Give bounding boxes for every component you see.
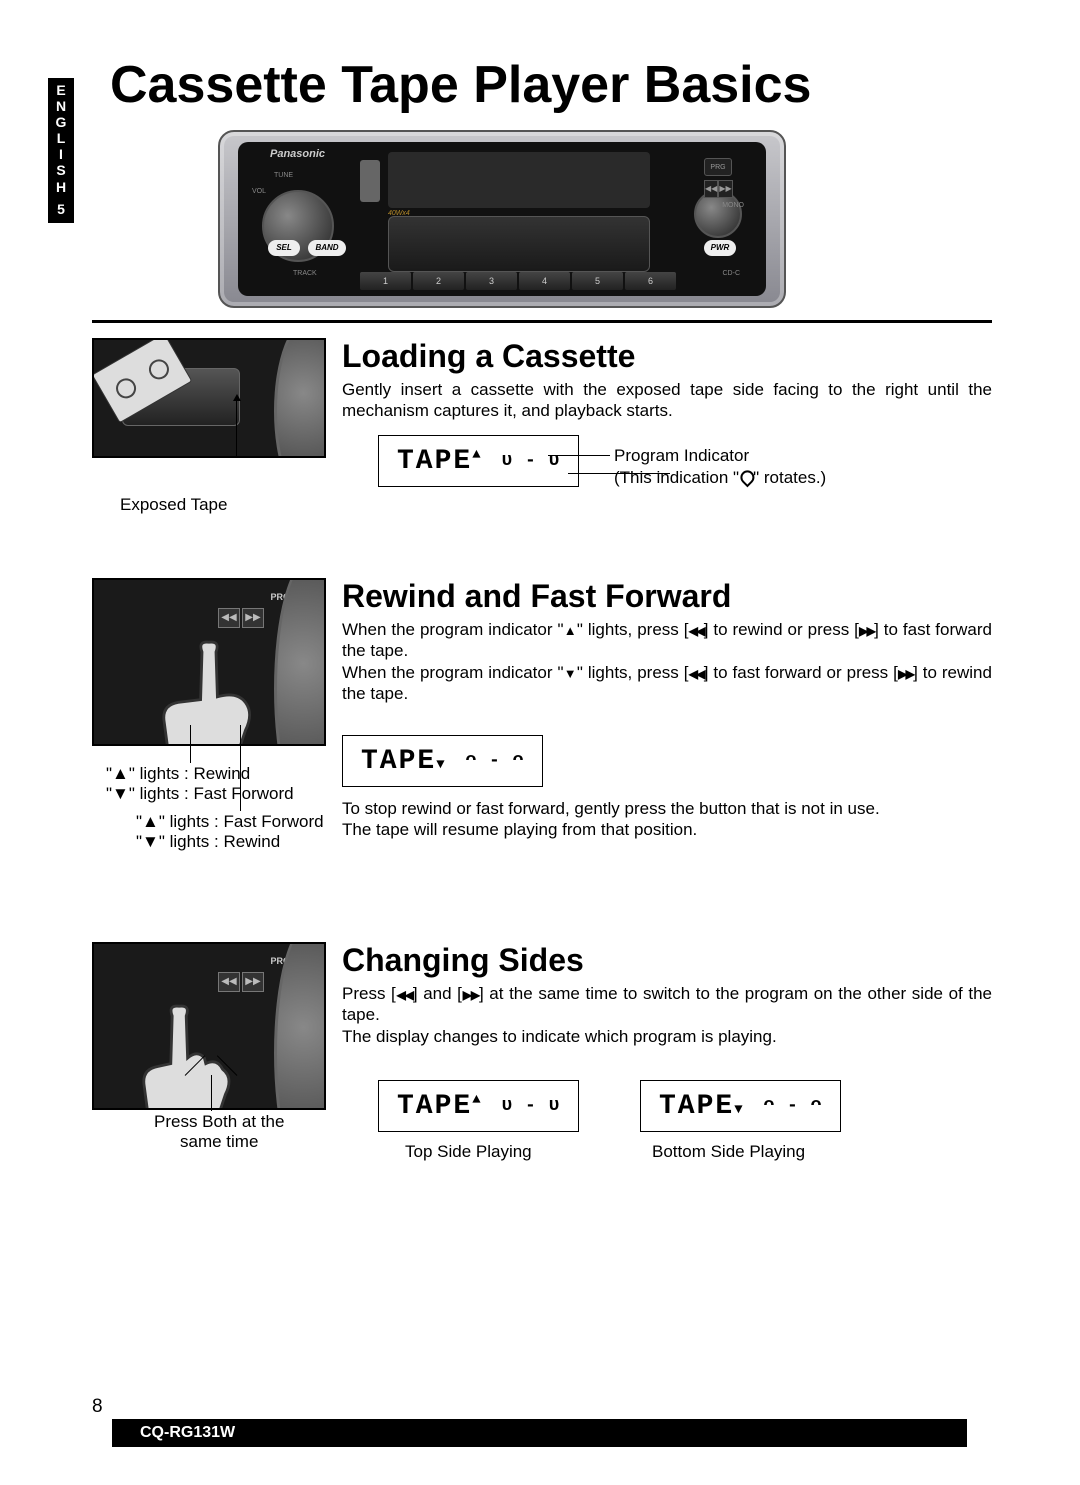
display-screen bbox=[388, 152, 650, 208]
loading-closeup bbox=[92, 338, 326, 458]
hand-icon bbox=[134, 638, 284, 746]
band-button: BAND bbox=[308, 240, 346, 256]
forward-icon: ▶▶ bbox=[718, 180, 732, 198]
pointer-lines bbox=[185, 1075, 237, 1113]
loading-display: TAPE▲ ᴜ - ᴜ bbox=[378, 435, 579, 487]
cdc-label: CD-C bbox=[723, 270, 741, 277]
eject-button-icon bbox=[360, 160, 380, 202]
top-side-caption: Top Side Playing bbox=[405, 1142, 532, 1162]
pointer-line bbox=[236, 400, 237, 458]
forward-icon: ▶▶ bbox=[242, 608, 264, 628]
loading-body: Gently insert a cassette with the expose… bbox=[342, 379, 992, 422]
leader-line bbox=[548, 455, 610, 456]
rewind-body: When the program indicator "" lights, pr… bbox=[342, 619, 992, 704]
page-title: Cassette Tape Player Basics bbox=[110, 55, 811, 115]
footer-bar: CQ-RG131W bbox=[112, 1419, 967, 1447]
bottom-side-display: TAPE▼ ᴖ - ᴖ bbox=[640, 1080, 841, 1132]
prg-button: PRG bbox=[704, 158, 732, 176]
mono-label: MONO bbox=[722, 202, 744, 209]
exposed-tape-caption: Exposed Tape bbox=[120, 495, 227, 515]
cassette-slot bbox=[388, 216, 650, 272]
tab-page-index: 5 bbox=[48, 201, 74, 217]
rewind-title: Rewind and Fast Forward bbox=[342, 578, 992, 615]
top-side-display: TAPE▲ ᴜ - ᴜ bbox=[378, 1080, 579, 1132]
pwr-button: PWR bbox=[704, 240, 736, 256]
footer-model: CQ-RG131W bbox=[140, 1424, 235, 1442]
bottom-side-caption: Bottom Side Playing bbox=[652, 1142, 805, 1162]
rewind-caption-right: "▲" lights : Fast Forword "▼" lights : R… bbox=[136, 812, 324, 853]
rewind-caption-left: "▲" lights : Rewind "▼" lights : Fast Fo… bbox=[106, 764, 294, 805]
rewind-after-text: To stop rewind or fast forward, gently p… bbox=[342, 798, 992, 841]
preset-buttons: 1 2 3 4 5 6 bbox=[360, 272, 676, 290]
pointer-line bbox=[190, 725, 191, 763]
rewind-icon: ◀◀ bbox=[704, 180, 718, 198]
rewind-closeup: PRG ◀◀▶▶ MONO bbox=[92, 578, 326, 746]
sel-button: SEL bbox=[268, 240, 300, 256]
program-indicator-caption: Program Indicator (This indication "" ro… bbox=[614, 445, 826, 489]
changing-section: Changing Sides Press [] and [] at the sa… bbox=[342, 942, 992, 1047]
rwff-buttons: ◀◀ ▶▶ bbox=[704, 180, 732, 198]
changing-title: Changing Sides bbox=[342, 942, 992, 979]
stereo-illustration: Panasonic SEL BAND PWR PRG ◀◀ ▶▶ TUNE VO… bbox=[218, 130, 786, 308]
rewind-icon: ◀◀ bbox=[218, 972, 240, 992]
forward-icon: ▶▶ bbox=[242, 972, 264, 992]
track-label: TRACK bbox=[293, 270, 317, 277]
rwff-closeup-buttons: ◀◀▶▶ bbox=[218, 608, 264, 628]
loading-title: Loading a Cassette bbox=[342, 338, 992, 375]
divider bbox=[92, 320, 992, 323]
vol-label: VOL bbox=[252, 188, 266, 195]
rewind-icon: ◀◀ bbox=[218, 608, 240, 628]
power-label: 40Wx4 bbox=[388, 210, 410, 217]
rewind-section: Rewind and Fast Forward When the program… bbox=[342, 578, 992, 704]
press-both-caption: Press Both at the same time bbox=[154, 1112, 284, 1153]
page-number: 8 bbox=[92, 1396, 103, 1418]
loading-section: Loading a Cassette Gently insert a casse… bbox=[342, 338, 992, 422]
rewind-display: TAPE▼ ᴖ - ᴖ bbox=[342, 735, 543, 787]
rwff-closeup-buttons: ◀◀▶▶ bbox=[218, 972, 264, 992]
tune-label: TUNE bbox=[274, 172, 293, 179]
language-tab: ENGLISH 5 bbox=[48, 78, 74, 223]
brand-label: Panasonic bbox=[270, 148, 325, 160]
changing-body: Press [] and [] at the same time to swit… bbox=[342, 983, 992, 1047]
